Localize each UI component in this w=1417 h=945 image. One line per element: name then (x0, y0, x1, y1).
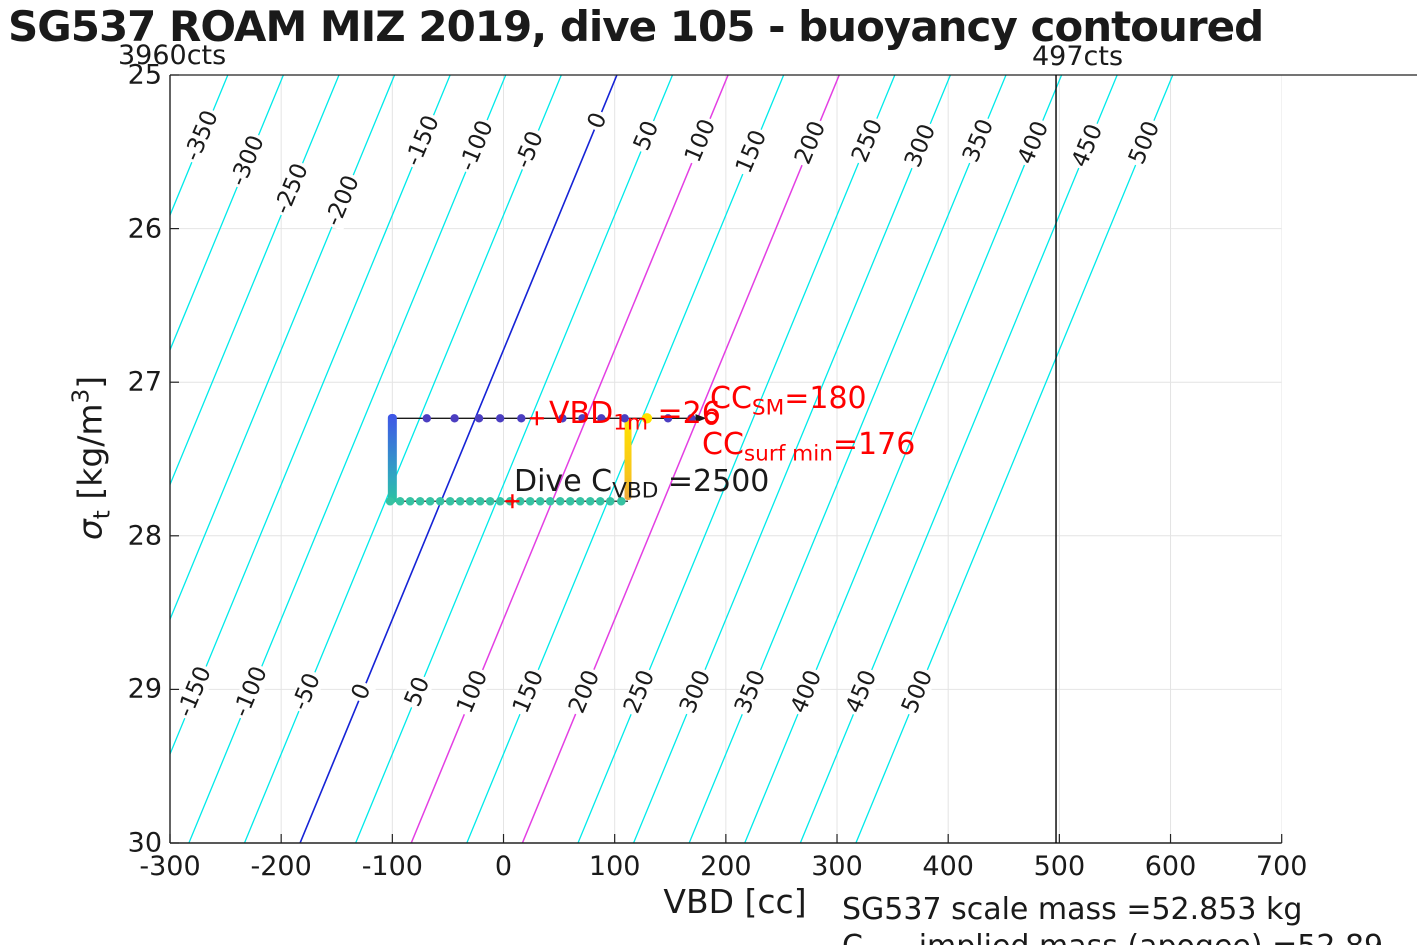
climb-samples (535, 496, 545, 506)
annotation-vbd-1m: VBD1m =26 (549, 396, 721, 436)
right-counts-label: 497cts (1032, 41, 1124, 72)
surface-yellow-point (641, 413, 653, 424)
climb-samples (555, 496, 565, 506)
left-counts-label: 3960cts (118, 40, 227, 71)
dive-samples (578, 414, 587, 423)
dive-samples (474, 414, 484, 423)
climb-samples (495, 496, 505, 506)
contour-line (355, 75, 674, 843)
climb-samples (445, 496, 455, 506)
climb-samples (515, 496, 525, 506)
climb-samples (435, 496, 445, 506)
dive-samples (597, 414, 606, 423)
contour-line (170, 75, 229, 217)
climb-samples (385, 496, 395, 506)
y-axis-label: σt [kg/m3] (68, 375, 116, 541)
climb-samples (565, 496, 575, 506)
climb-samples (525, 496, 535, 506)
x-axis-label: VBD [cc] (663, 882, 807, 921)
plot-area (170, 75, 1282, 843)
climb-samples (425, 496, 435, 506)
dive-samples (663, 414, 673, 423)
dive-samples (422, 414, 432, 423)
climb-samples (465, 496, 475, 506)
dive-samples (687, 414, 696, 423)
climb-samples (595, 496, 605, 506)
climb-samples (405, 496, 415, 506)
arrow-head (695, 414, 707, 423)
contour-line (170, 75, 284, 352)
dive-samples (620, 414, 629, 423)
climb-samples (475, 496, 485, 506)
climb-samples (395, 496, 405, 506)
dive-samples (558, 414, 567, 423)
climb-samples (575, 496, 585, 506)
climb-samples (605, 496, 615, 506)
cc-sm-circle (704, 411, 718, 425)
climb-samples (617, 496, 626, 506)
contour-line (299, 75, 618, 843)
annotation-cc-sm: CCSM=180 (710, 381, 867, 421)
annotation-dive-cvbd: Dive CVBD =2500 (514, 464, 770, 504)
dive-samples (450, 414, 459, 423)
annotation-implied-mass: CVBD implied mass (apogee) =52.89 (842, 931, 1383, 945)
dive-samples (517, 414, 526, 423)
climb-samples (415, 496, 425, 506)
climb-samples (585, 496, 595, 506)
climb-samples (485, 496, 495, 506)
annotation-scale-mass: SG537 scale mass =52.853 kg (842, 892, 1303, 927)
sigma-symbol: σ (70, 519, 110, 541)
figure-title: SG537 ROAM MIZ 2019, dive 105 - buoyancy… (8, 2, 1264, 51)
annotation-cc-surf-min: CCsurf min=176 (702, 427, 916, 467)
climb-samples (455, 496, 465, 506)
dive-samples (495, 414, 505, 423)
climb-samples (545, 496, 555, 506)
surface-vbd-bar (624, 419, 632, 501)
apogee-vbd-bar (387, 413, 397, 503)
